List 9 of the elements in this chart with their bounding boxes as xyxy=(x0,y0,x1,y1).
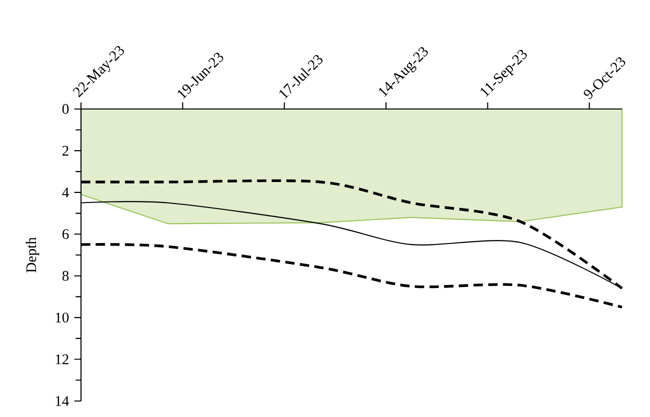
y-tick-label: 8 xyxy=(62,270,69,281)
y-tick-label: 2 xyxy=(62,146,68,156)
y-axis-title: Depth xyxy=(26,237,40,272)
y-tick-label: 6 xyxy=(62,229,69,240)
y-tick-label: 10 xyxy=(56,312,69,323)
y-tick-label: 12 xyxy=(56,354,68,364)
y-tick-label: 0 xyxy=(62,104,69,114)
y-tick-label: 4 xyxy=(62,188,69,198)
y-tick-label: 14 xyxy=(56,396,69,406)
